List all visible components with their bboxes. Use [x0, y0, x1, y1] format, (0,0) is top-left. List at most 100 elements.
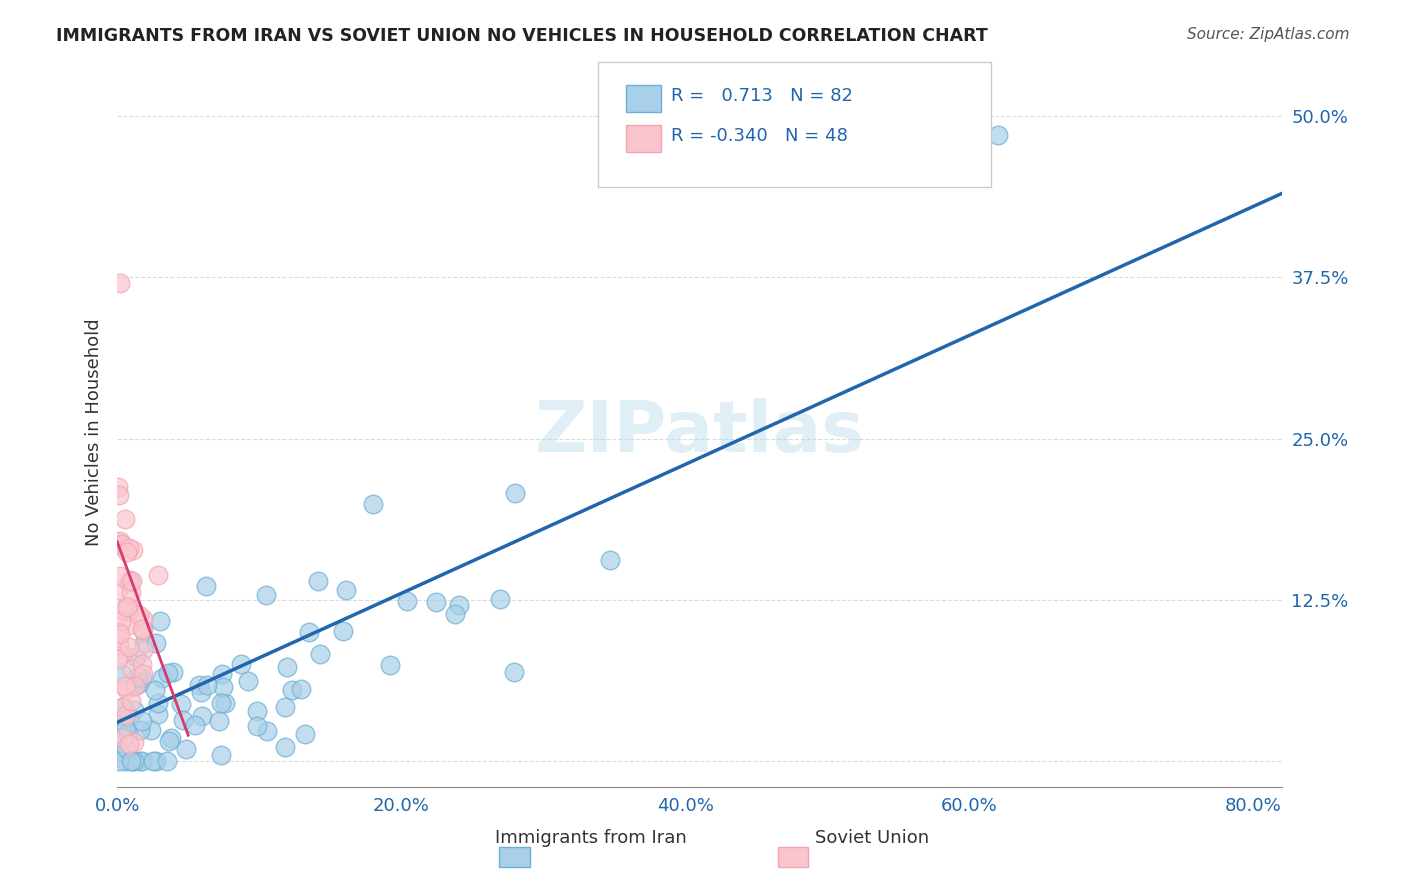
Immigrants from Iran	[229, 657, 252, 671]
Text: R =   0.713   N = 82: R = 0.713 N = 82	[671, 87, 852, 105]
Immigrants from Iran	[107, 754, 129, 768]
Immigrants from Iran	[157, 733, 180, 747]
Soviet Union	[120, 585, 142, 599]
Immigrants from Iran	[489, 591, 512, 606]
Immigrants from Iran	[212, 680, 235, 694]
Immigrants from Iran	[131, 754, 153, 768]
Immigrants from Iran	[335, 583, 357, 598]
Immigrants from Iran	[129, 754, 152, 768]
Soviet Union	[107, 480, 129, 494]
Soviet Union	[132, 666, 155, 681]
Soviet Union	[111, 731, 134, 745]
Soviet Union	[108, 638, 131, 652]
Immigrants from Iran	[195, 678, 218, 692]
Soviet Union	[107, 652, 129, 666]
Immigrants from Iran	[211, 667, 233, 681]
Text: Immigrants from Iran: Immigrants from Iran	[495, 830, 686, 847]
Immigrants from Iran	[149, 614, 172, 628]
Immigrants from Iran	[254, 588, 277, 602]
Immigrants from Iran	[195, 579, 218, 593]
Soviet Union	[111, 602, 134, 616]
Immigrants from Iran	[290, 682, 312, 697]
Immigrants from Iran	[156, 665, 179, 680]
Immigrants from Iran	[246, 704, 269, 718]
Immigrants from Iran	[503, 665, 526, 679]
Immigrants from Iran	[294, 727, 316, 741]
Immigrants from Iran	[162, 665, 184, 679]
Immigrants from Iran	[176, 741, 198, 756]
Soviet Union	[115, 545, 138, 559]
Immigrants from Iran	[378, 658, 401, 673]
Immigrants from Iran	[110, 744, 132, 758]
Soviet Union	[120, 694, 142, 708]
Soviet Union	[131, 623, 153, 637]
Soviet Union	[117, 618, 139, 632]
Immigrants from Iran	[118, 710, 141, 724]
Immigrants from Iran	[503, 486, 526, 500]
Immigrants from Iran	[246, 719, 269, 733]
Soviet Union	[114, 682, 136, 697]
Immigrants from Iran	[236, 674, 259, 689]
Soviet Union	[121, 662, 143, 676]
Soviet Union	[132, 623, 155, 637]
Immigrants from Iran	[987, 128, 1010, 143]
Immigrants from Iran	[276, 660, 298, 674]
Soviet Union	[114, 679, 136, 693]
Soviet Union	[111, 648, 134, 662]
Immigrants from Iran	[309, 647, 332, 661]
Immigrants from Iran	[159, 731, 181, 746]
Immigrants from Iran	[141, 723, 163, 737]
Soviet Union	[121, 574, 143, 588]
Immigrants from Iran	[361, 497, 384, 511]
Immigrants from Iran	[209, 747, 232, 762]
Soviet Union	[108, 488, 131, 502]
Soviet Union	[118, 600, 141, 615]
Immigrants from Iran	[170, 698, 193, 712]
Soviet Union	[131, 657, 153, 671]
Immigrants from Iran	[125, 678, 148, 692]
Immigrants from Iran	[148, 706, 170, 721]
Soviet Union	[107, 538, 129, 552]
Soviet Union	[148, 567, 170, 582]
Immigrants from Iran	[332, 624, 354, 639]
Soviet Union	[107, 535, 129, 549]
Soviet Union	[118, 574, 141, 588]
Immigrants from Iran	[307, 574, 329, 588]
Soviet Union	[118, 640, 141, 655]
Soviet Union	[110, 568, 132, 582]
Immigrants from Iran	[274, 700, 297, 714]
Immigrants from Iran	[156, 754, 179, 768]
Immigrants from Iran	[444, 607, 467, 621]
Soviet Union	[111, 700, 134, 714]
Immigrants from Iran	[145, 754, 167, 768]
Soviet Union	[132, 643, 155, 657]
Immigrants from Iran	[115, 741, 138, 756]
Immigrants from Iran	[111, 667, 134, 681]
Immigrants from Iran	[131, 714, 153, 729]
Immigrants from Iran	[208, 714, 231, 728]
Text: R = -0.340   N = 48: R = -0.340 N = 48	[671, 128, 848, 145]
Immigrants from Iran	[184, 718, 207, 732]
Immigrants from Iran	[298, 625, 321, 640]
Immigrants from Iran	[142, 754, 165, 768]
Immigrants from Iran	[111, 699, 134, 714]
Soviet Union	[115, 599, 138, 614]
Text: Soviet Union: Soviet Union	[814, 830, 929, 847]
Soviet Union	[132, 612, 155, 626]
Immigrants from Iran	[395, 594, 418, 608]
Soviet Union	[107, 625, 129, 640]
Soviet Union	[128, 607, 150, 622]
Soviet Union	[107, 582, 129, 597]
Soviet Union	[121, 543, 143, 558]
Soviet Union	[114, 512, 136, 526]
Immigrants from Iran	[449, 598, 471, 612]
Soviet Union	[124, 735, 146, 749]
Immigrants from Iran	[125, 650, 148, 665]
Immigrants from Iran	[599, 553, 621, 567]
Soviet Union	[111, 537, 134, 551]
Immigrants from Iran	[188, 678, 211, 692]
Immigrants from Iran	[281, 682, 304, 697]
Soviet Union	[115, 708, 138, 723]
Y-axis label: No Vehicles in Household: No Vehicles in Household	[86, 318, 103, 546]
Immigrants from Iran	[129, 723, 152, 737]
